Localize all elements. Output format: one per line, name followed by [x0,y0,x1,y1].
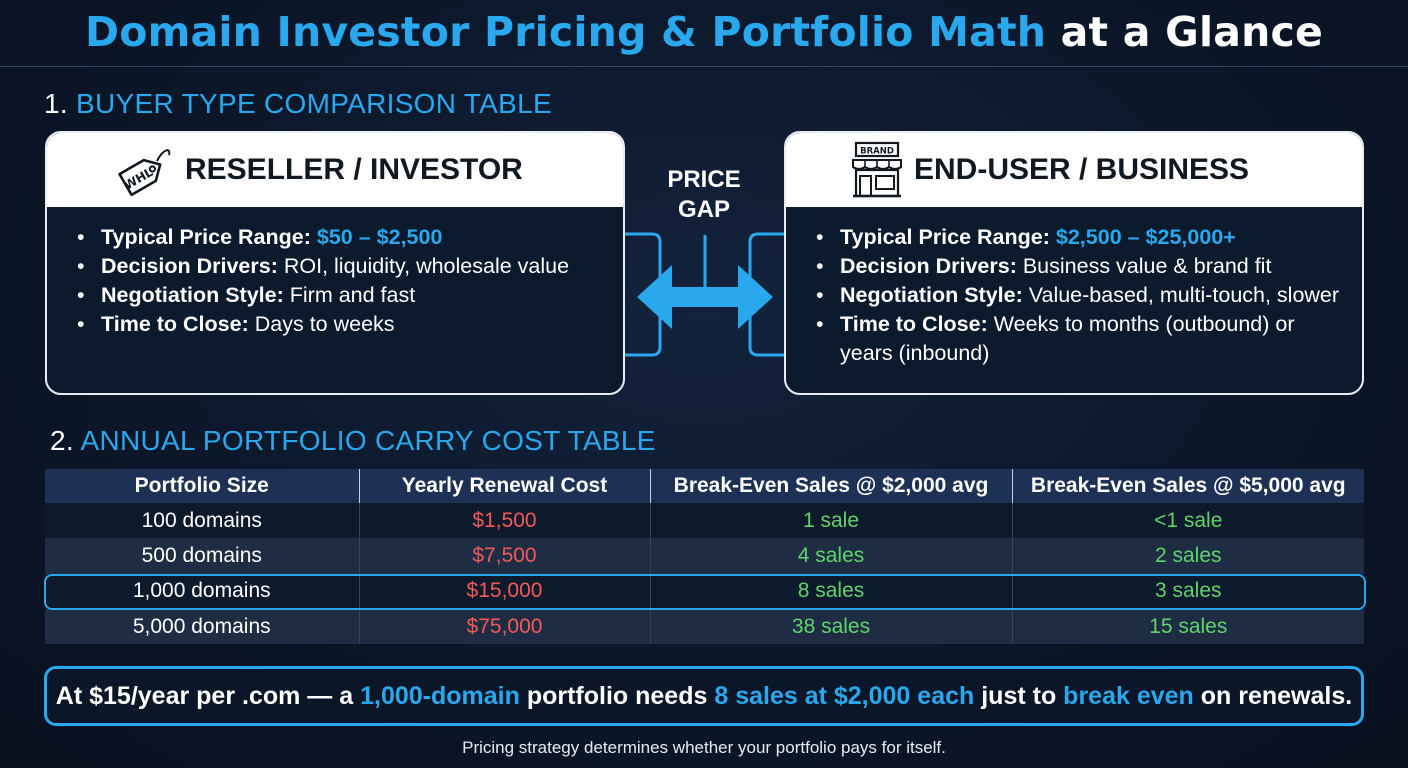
table-row: 5,000 domains $75,000 38 sales 15 sales [45,608,1364,645]
price-tag-icon: WHL [109,140,175,200]
section-heading-carry-cost: 2. ANNUAL PORTFOLIO CARRY COST TABLE [50,425,656,457]
summary-callout: At $15/year per .com — a 1,000-domain po… [44,666,1364,726]
section-label: BUYER TYPE COMPARISON TABLE [76,88,552,119]
table-cell: 1,000 domains [45,573,360,609]
list-item: Negotiation Style: Firm and fast [77,281,623,310]
section-heading-buyer-types: 1. BUYER TYPE COMPARISON TABLE [44,88,552,120]
table-cell: 3 sales [1012,573,1364,609]
table-cell: $75,000 [359,608,651,645]
table-cell: 15 sales [1012,608,1364,645]
storefront-icon: BRAND [844,140,910,200]
list-item: Decision Drivers: Business value & brand… [816,252,1362,281]
table-cell: $7,500 [359,538,651,574]
table-cell: 100 domains [45,503,360,539]
double-arrow-icon [625,232,785,357]
table-cell: 5,000 domains [45,608,360,645]
enduser-card-header: BRAND END-USER / BUSINESS [786,133,1362,207]
enduser-card: BRAND END-USER / BUSINESS Typical Price … [784,131,1364,395]
list-item: Time to Close: Days to weeks [77,310,623,339]
list-item: Time to Close: Weeks to months (outbound… [816,310,1362,368]
title-highlight: Domain Investor Pricing & Portfolio Math [85,8,1047,56]
section-number: 2. [50,425,74,456]
table-header-row: Portfolio Size Yearly Renewal Cost Break… [45,469,1364,503]
table-cell: 1 sale [650,503,1013,539]
page-title: Domain Investor Pricing & Portfolio Math… [0,8,1408,56]
footer-caption: Pricing strategy determines whether your… [462,738,946,757]
table-cell: $1,500 [359,503,651,539]
table-cell: 4 sales [650,538,1013,574]
price-gap-label: PRICE GAP [667,166,741,223]
enduser-card-title: END-USER / BUSINESS [914,153,1250,186]
reseller-details: Typical Price Range: $50 – $2,500 Decisi… [47,207,623,339]
brand-sign-text: BRAND [860,147,894,157]
reseller-card: WHL RESELLER / INVESTOR Typical Price Ra… [45,131,625,395]
table-cell: 38 sales [650,608,1013,645]
column-header: Yearly Renewal Cost [359,469,651,503]
section-label: ANNUAL PORTFOLIO CARRY COST TABLE [80,425,656,456]
table-row: 100 domains $1,500 1 sale <1 sale [45,503,1364,539]
reseller-card-title: RESELLER / INVESTOR [185,153,523,186]
table-cell: <1 sale [1012,503,1364,539]
table-row-highlighted: 1,000 domains $15,000 8 sales 3 sales [45,573,1364,609]
table-cell: $15,000 [359,573,651,609]
column-header: Break-Even Sales @ $2,000 avg [650,469,1013,503]
carry-cost-table: Portfolio Size Yearly Renewal Cost Break… [45,469,1364,645]
enduser-details: Typical Price Range: $2,500 – $25,000+ D… [786,207,1362,368]
title-rest: at a Glance [1060,8,1323,56]
section-number: 1. [44,88,68,119]
list-item: Decision Drivers: ROI, liquidity, wholes… [77,252,623,281]
table-cell: 8 sales [650,573,1013,609]
title-divider [0,66,1408,67]
column-header: Break-Even Sales @ $5,000 avg [1012,469,1364,503]
table-cell: 2 sales [1012,538,1364,574]
list-item: Negotiation Style: Value-based, multi-to… [816,281,1362,310]
column-header: Portfolio Size [45,469,360,503]
list-item: Typical Price Range: $2,500 – $25,000+ [816,223,1362,252]
reseller-card-header: WHL RESELLER / INVESTOR [47,133,623,207]
list-item: Typical Price Range: $50 – $2,500 [77,223,623,252]
table-row: 500 domains $7,500 4 sales 2 sales [45,538,1364,574]
table-cell: 500 domains [45,538,360,574]
